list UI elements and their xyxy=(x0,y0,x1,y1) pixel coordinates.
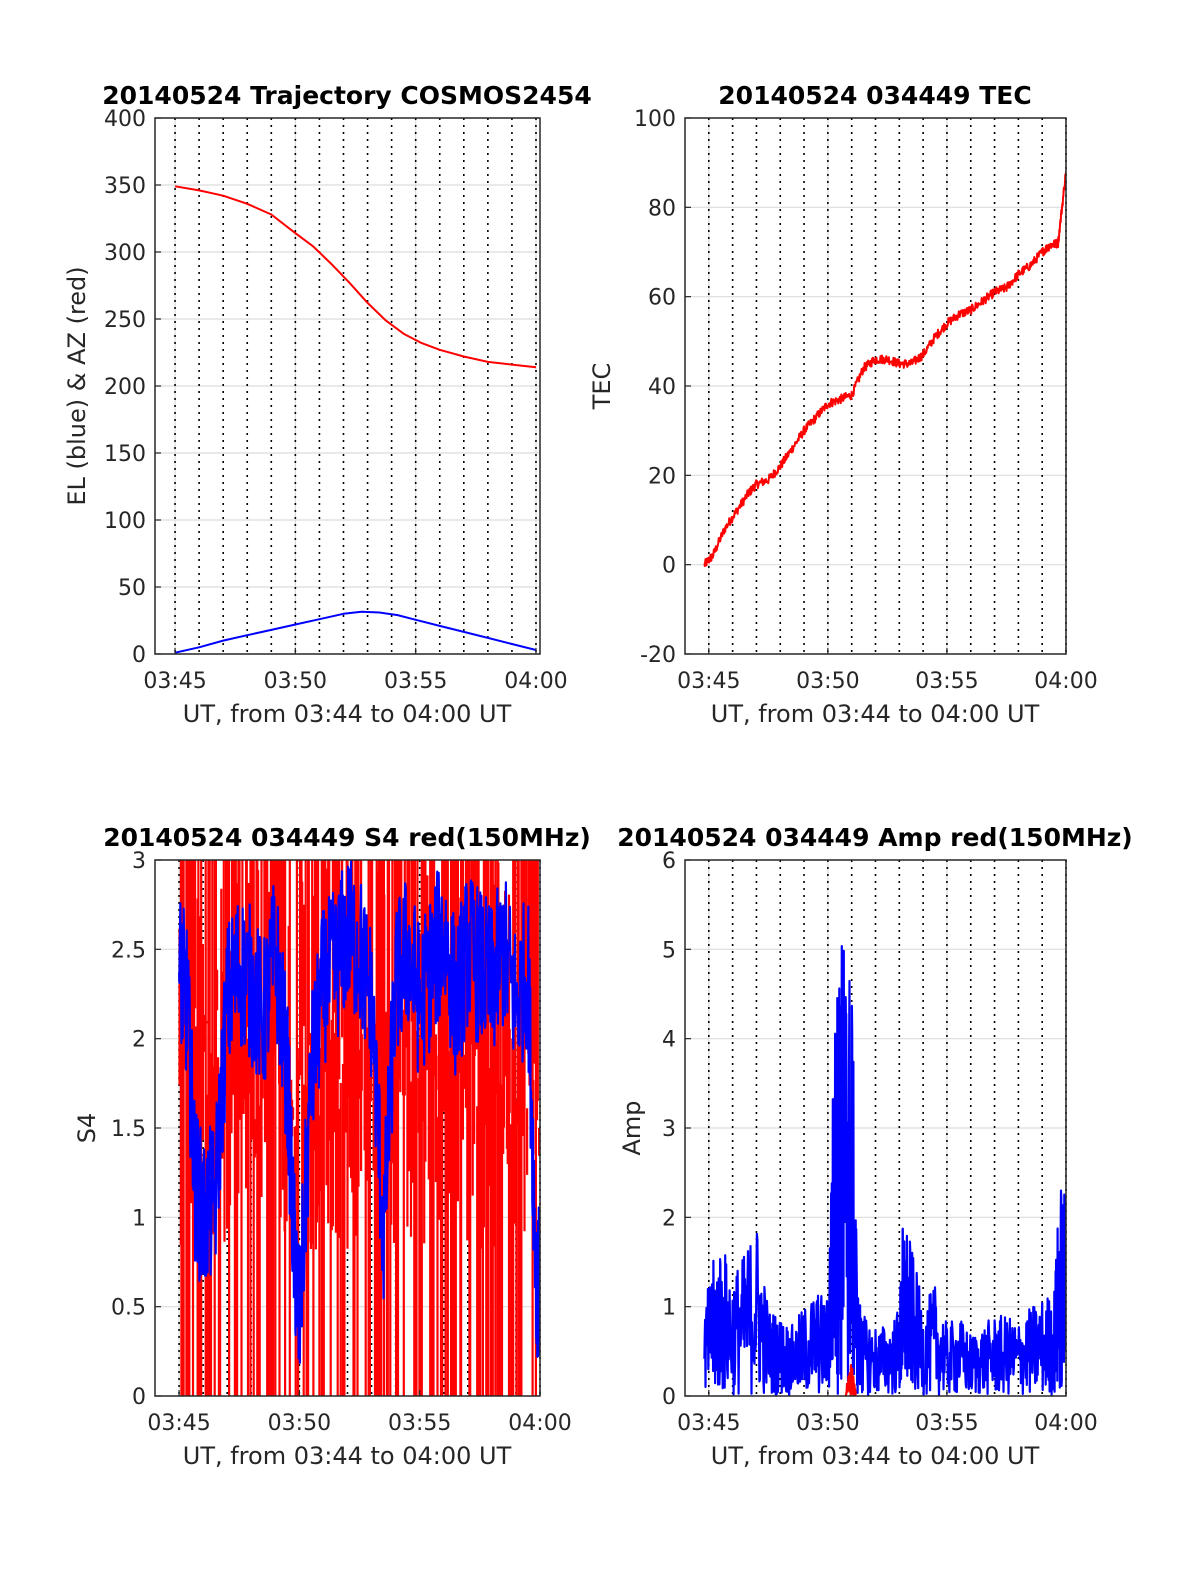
y-tick-label: 400 xyxy=(104,107,146,132)
y-tick-label: 0 xyxy=(662,554,676,579)
x-tick-label: 03:45 xyxy=(677,1411,740,1436)
x-ticks: 03:45 03:50 03:55 04:00 xyxy=(677,648,1098,694)
y-tick-label: 100 xyxy=(104,509,146,534)
chart-title: 20140524 034449 S4 red(150MHz) xyxy=(103,823,591,852)
x-ticks: 03:45 03:50 03:55 04:00 xyxy=(147,1390,572,1436)
series-line-blue xyxy=(178,860,540,1364)
y-tick-label: 0 xyxy=(132,643,146,668)
x-tick-label: 03:50 xyxy=(264,669,327,694)
y-tick-label: 3 xyxy=(132,849,146,874)
x-axis-label: UT, from 03:44 to 04:00 UT xyxy=(183,1442,512,1470)
y-tick-label: 60 xyxy=(648,286,676,311)
series-line-blue xyxy=(174,610,537,654)
y-axis-label: S4 xyxy=(73,1113,101,1144)
x-tick-label: 04:00 xyxy=(1034,669,1097,694)
y-ticks: 0 50 100 150 200 250 300 350 400 xyxy=(104,107,161,668)
panel-s4: 0 0.5 1 1.5 2 2.5 3 03:45 03:50 03:55 04:00 20140… xyxy=(73,823,591,1470)
y-tick-label: 2 xyxy=(662,1206,676,1231)
y-tick-label: 40 xyxy=(648,375,676,400)
y-tick-label: 3 xyxy=(662,1117,676,1142)
y-tick-label: 50 xyxy=(118,576,146,601)
y-tick-label: 350 xyxy=(104,174,146,199)
y-axis-label: TEC xyxy=(588,363,616,411)
x-ticks: 03:45 03:50 03:55 04:00 xyxy=(677,1390,1098,1436)
x-ticks: 03:45 03:50 03:55 04:00 xyxy=(143,648,568,694)
x-tick-label: 04:00 xyxy=(508,1411,571,1436)
series-line-blue xyxy=(703,945,1066,1396)
series-line-red xyxy=(844,1364,857,1396)
series-group xyxy=(178,860,540,1396)
x-tick-label: 03:50 xyxy=(268,1411,331,1436)
dotted-time-markers xyxy=(708,118,1067,654)
y-tick-label: 4 xyxy=(662,1028,676,1053)
y-axis-label: Amp xyxy=(618,1100,646,1155)
y-ticks: 0 1 2 3 4 5 6 xyxy=(662,849,691,1410)
y-tick-label: 100 xyxy=(634,107,676,132)
y-tick-label: 250 xyxy=(104,308,146,333)
chart-title: 20140524 034449 TEC xyxy=(718,81,1031,110)
x-axis-label: UT, from 03:44 to 04:00 UT xyxy=(711,1442,1040,1470)
y-axis-label: EL (blue) & AZ (red) xyxy=(63,266,91,505)
chart-title: 20140524 Trajectory COSMOS2454 xyxy=(102,81,592,110)
y-tick-label: 1.5 xyxy=(111,1117,146,1142)
y-tick-label: 1 xyxy=(132,1206,146,1231)
y-tick-label: 0 xyxy=(132,1385,146,1410)
y-tick-label: 300 xyxy=(104,241,146,266)
y-tick-label: 150 xyxy=(104,442,146,467)
x-tick-label: 03:55 xyxy=(915,669,978,694)
y-ticks: 0 0.5 1 1.5 2 2.5 3 xyxy=(111,849,161,1410)
y-tick-label: 200 xyxy=(104,375,146,400)
y-tick-label: 6 xyxy=(662,849,676,874)
x-tick-label: 03:45 xyxy=(147,1411,210,1436)
x-tick-label: 04:00 xyxy=(1034,1411,1097,1436)
panel-tec: -20 0 20 40 60 80 100 03:45 03:50 03:55 04:00 201… xyxy=(588,81,1098,728)
x-axis-label: UT, from 03:44 to 04:00 UT xyxy=(711,700,1040,728)
y-tick-label: 2 xyxy=(132,1028,146,1053)
y-tick-label: 20 xyxy=(648,464,676,489)
series-line-red xyxy=(174,185,537,369)
y-tick-label: 80 xyxy=(648,196,676,221)
chart-title: 20140524 034449 Amp red(150MHz) xyxy=(617,823,1133,852)
series-group xyxy=(703,171,1066,567)
y-tick-label: 5 xyxy=(662,938,676,963)
series-group xyxy=(703,945,1066,1396)
y-ticks: -20 0 20 40 60 80 100 xyxy=(634,107,691,668)
x-tick-label: 04:00 xyxy=(504,669,567,694)
x-tick-label: 03:50 xyxy=(796,669,859,694)
y-tick-label: -20 xyxy=(640,643,676,668)
y-tick-label: 2.5 xyxy=(111,938,146,963)
y-tick-label: 0.5 xyxy=(111,1296,146,1321)
x-tick-label: 03:55 xyxy=(388,1411,451,1436)
panel-amp: 0 1 2 3 4 5 6 03:45 03:50 03:55 04:00 20140524 03… xyxy=(617,823,1133,1470)
x-tick-label: 03:55 xyxy=(915,1411,978,1436)
x-tick-label: 03:45 xyxy=(143,669,206,694)
panel-trajectory: 0 50 100 150 200 250 300 350 400 03:45 03:50 03:55… xyxy=(63,81,592,728)
x-axis-label: UT, from 03:44 to 04:00 UT xyxy=(183,700,512,728)
x-tick-label: 03:45 xyxy=(677,669,740,694)
y-tick-label: 0 xyxy=(662,1385,676,1410)
x-tick-label: 03:50 xyxy=(796,1411,859,1436)
y-tick-label: 1 xyxy=(662,1296,676,1321)
dotted-time-markers xyxy=(174,118,537,654)
x-tick-label: 03:55 xyxy=(384,669,447,694)
series-line-red xyxy=(703,171,1066,567)
series-group xyxy=(174,185,537,654)
